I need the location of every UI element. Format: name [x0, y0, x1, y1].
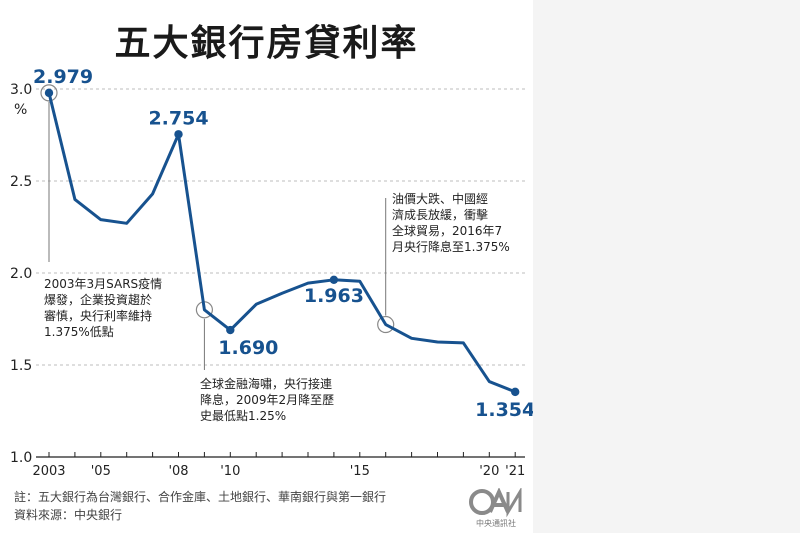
y-tick-label: 1.0	[10, 450, 32, 466]
data-point	[329, 275, 339, 285]
x-tick-label: '10	[220, 464, 240, 479]
x-tick-label: '08	[168, 464, 188, 479]
footnote-source: 資料來源：中央銀行	[14, 508, 123, 522]
annotation-marker	[377, 315, 395, 334]
y-tick-label: 1.5	[10, 358, 32, 374]
chart-title: 五大銀行房貸利率	[114, 23, 419, 64]
x-tick-label: '15	[350, 464, 370, 479]
annotation-text: 2003年3月SARS疫情爆發，企業投資趨於審慎，央行利率維持 1.375%低點	[44, 276, 162, 339]
side-panel	[533, 0, 800, 533]
data-label: 1.354	[475, 399, 533, 421]
annotation-text: 油價大跌、中國經濟成長放緩，衝擊全球貿易，2016年7 月央行降息至1.375%	[392, 191, 510, 254]
data-label: 2.754	[148, 107, 208, 129]
footnote-note: 註：五大銀行為台灣銀行、合作金庫、土地銀行、華南銀行與第一銀行	[14, 490, 387, 504]
data-point	[511, 387, 520, 397]
data-label: 1.690	[218, 337, 278, 359]
data-label: 1.963	[304, 285, 364, 307]
data-point	[174, 130, 183, 139]
cna-logo	[469, 488, 522, 518]
line-chart: 3.0 2.5 2.0 1.5 1.0% 2003 '05 '08 '10 '15 '20 '21 2…	[10, 66, 533, 479]
x-tick-label: '20	[479, 464, 499, 479]
y-tick-label: 2.5	[10, 174, 32, 190]
data-point	[44, 88, 54, 98]
y-tick-label: 3.0	[10, 82, 32, 98]
logo-text: 中央通訊社	[476, 519, 516, 528]
y-tick-label: 2.0	[10, 266, 32, 282]
annotation-text: 全球金融海嘯，央行接連降息，2009年2月降至歷史最低點1.25%	[200, 376, 334, 423]
data-point	[226, 325, 235, 335]
annotation-marker	[40, 84, 58, 102]
y-unit-label: %	[14, 102, 27, 118]
x-tick-label: '05	[91, 464, 111, 479]
x-tick-label: 2003	[32, 464, 65, 479]
x-tick-label: '21	[505, 464, 525, 479]
data-label: 2.979	[33, 66, 93, 88]
series-line	[47, 92, 516, 394]
